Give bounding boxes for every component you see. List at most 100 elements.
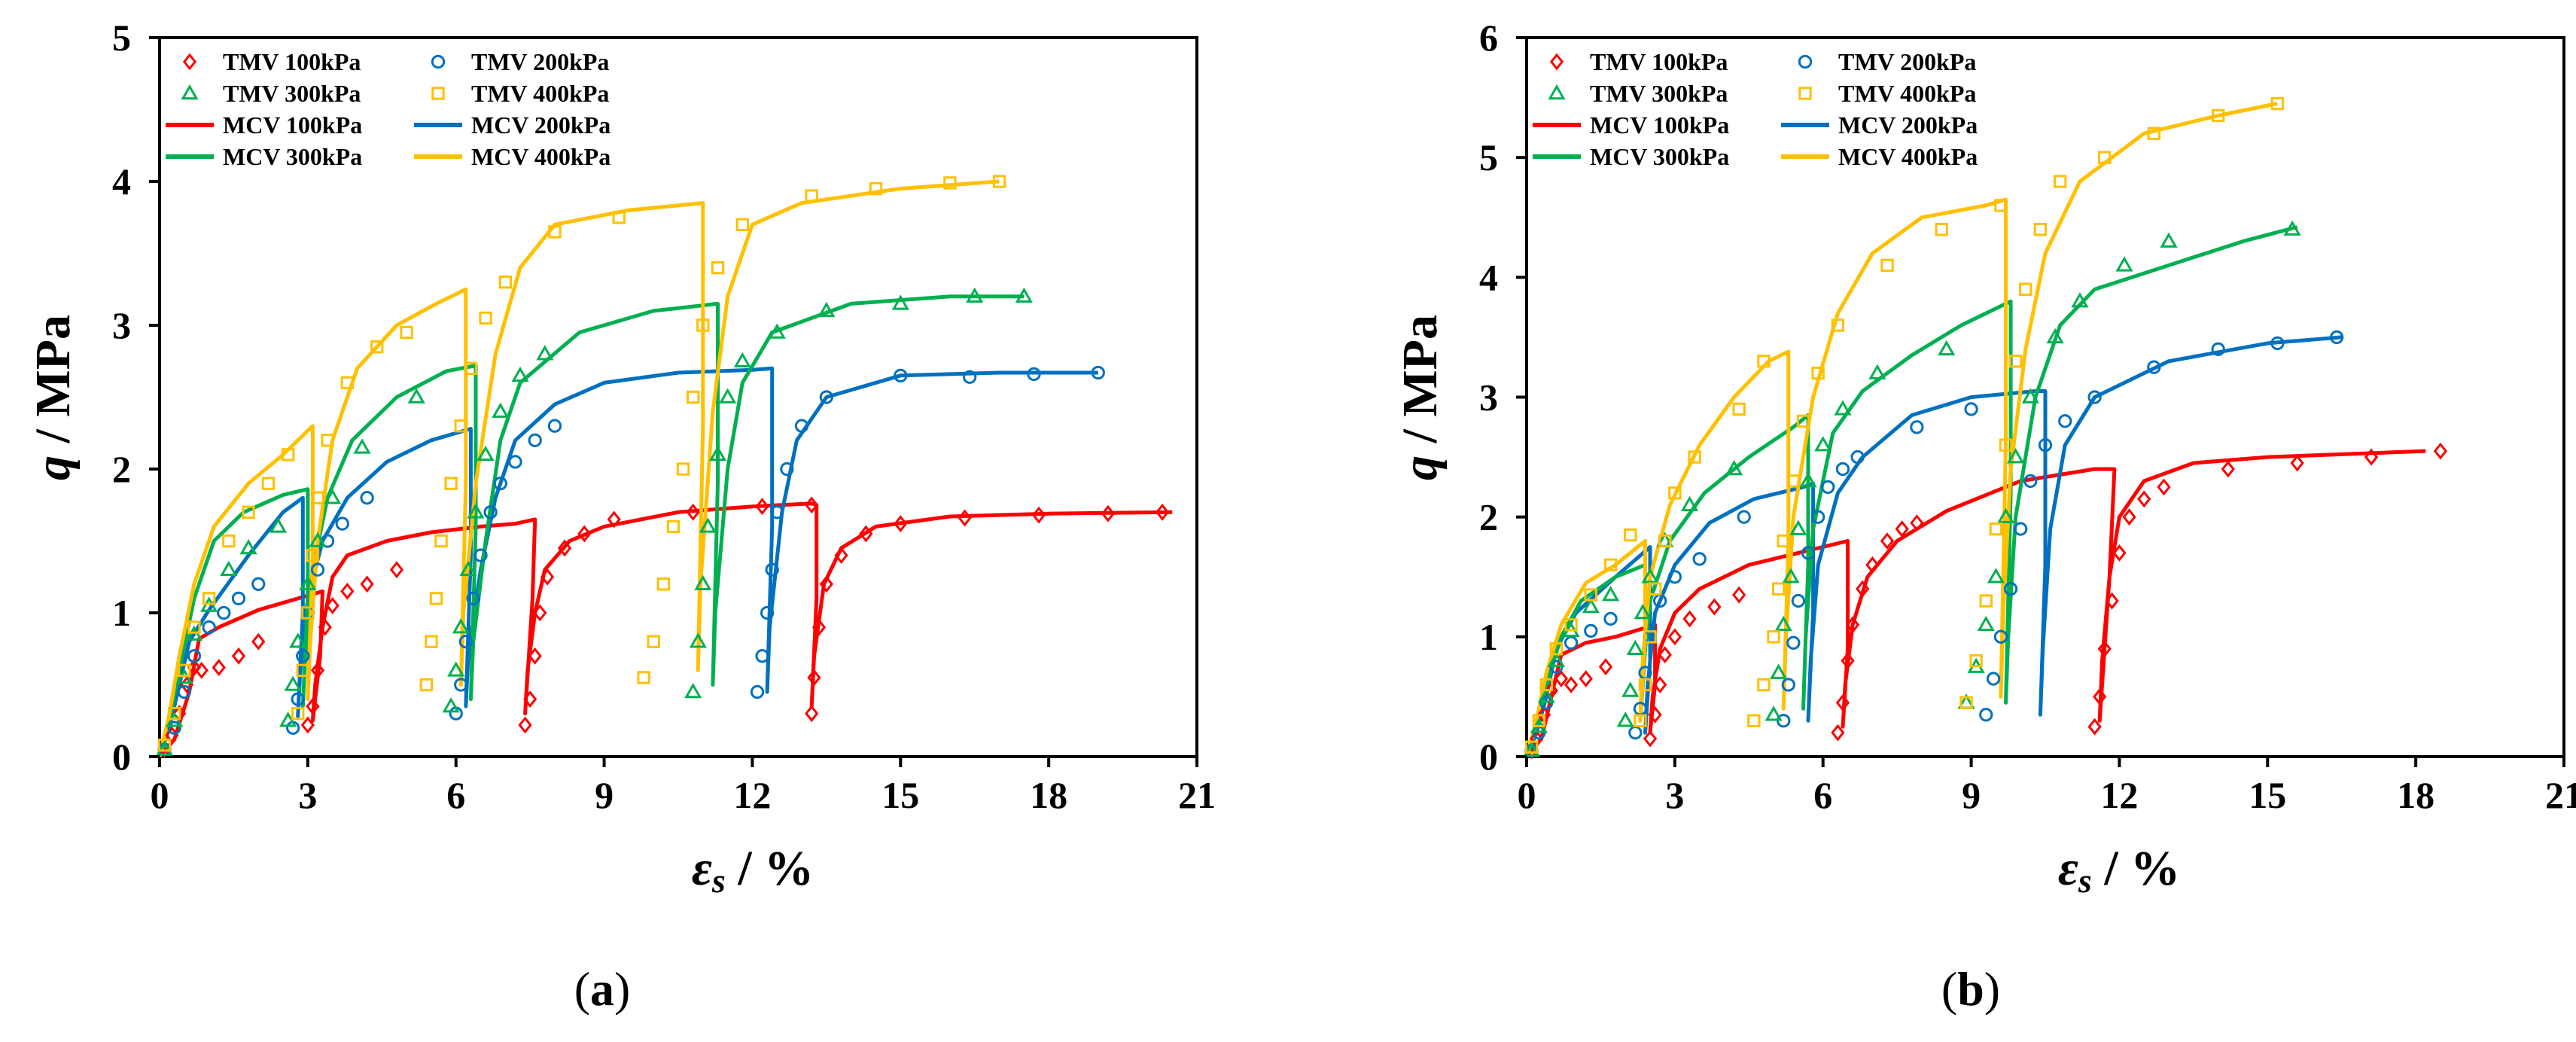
x-axis-title-symbol: ε <box>2058 841 2078 896</box>
data-point-tmv-300kpa <box>1680 495 1699 511</box>
legend-item-tmv-100kpa: TMV 100kPa <box>182 48 361 75</box>
panel-label-b: (b) <box>1941 962 2000 1016</box>
data-point-tmv-300kpa <box>1799 471 1817 488</box>
data-point-tmv-400kpa <box>711 260 725 275</box>
data-point-tmv-200kpa <box>187 649 202 663</box>
data-point-tmv-300kpa <box>2283 220 2301 236</box>
data-point-tmv-200kpa <box>2330 330 2344 345</box>
legend-item-mcv-400kpa: MCV 400kPa <box>414 143 611 170</box>
y-tick-label: 3 <box>112 304 131 346</box>
series-layer <box>155 175 1173 758</box>
data-point-tmv-300kpa <box>1641 568 1659 583</box>
data-point-tmv-400kpa <box>1959 696 1973 710</box>
data-point-tmv-200kpa <box>2147 360 2161 374</box>
data-point-tmv-400kpa <box>676 462 690 476</box>
data-point-tmv-100kpa <box>807 669 821 687</box>
data-point-tmv-400kpa <box>1624 528 1637 542</box>
data-point-tmv-300kpa <box>447 661 465 677</box>
legend-swatch-marker <box>182 53 197 71</box>
y-tick-label: 4 <box>112 160 131 203</box>
y-tick-label: 5 <box>1479 136 1498 178</box>
data-point-tmv-100kpa <box>523 690 537 708</box>
data-point-tmv-100kpa <box>834 547 848 565</box>
data-point-tmv-400kpa <box>869 181 883 196</box>
data-point-tmv-200kpa <box>894 368 908 383</box>
data-point-tmv-200kpa <box>750 684 765 699</box>
data-point-tmv-400kpa <box>301 606 315 620</box>
data-point-tmv-400kpa <box>187 620 201 634</box>
data-point-tmv-200kpa <box>1584 623 1598 638</box>
data-point-tmv-400kpa <box>1603 558 1618 572</box>
data-point-tmv-100kpa <box>1653 676 1667 693</box>
data-point-tmv-400kpa <box>1979 594 1993 608</box>
data-point-tmv-400kpa <box>1658 534 1672 548</box>
data-point-tmv-300kpa <box>1015 287 1033 303</box>
data-point-tmv-300kpa <box>309 532 327 547</box>
data-point-tmv-100kpa <box>1031 506 1046 524</box>
y-tick-label: 2 <box>112 448 131 490</box>
legend-item-tmv-400kpa: TMV 400kPa <box>1798 80 1976 107</box>
data-point-tmv-200kpa <box>1027 367 1041 382</box>
data-point-tmv-100kpa <box>2112 544 2127 562</box>
data-point-tmv-300kpa <box>467 503 485 519</box>
data-point-tmv-100kpa <box>1865 556 1880 574</box>
legend-item-tmv-300kpa: TMV 300kPa <box>181 80 361 107</box>
data-point-tmv-100kpa <box>172 705 187 723</box>
data-point-tmv-400kpa <box>419 678 434 692</box>
data-point-tmv-200kpa <box>296 649 310 663</box>
legend-item-mcv-100kpa: MCV 100kPa <box>166 111 362 139</box>
series-tmv-400kpa <box>157 175 1006 752</box>
data-point-tmv-200kpa <box>1821 480 1835 495</box>
y-axis-title-unit: / MPa <box>1393 315 1448 455</box>
data-point-tmv-400kpa <box>1539 678 1553 692</box>
y-axis-title: q / MPa <box>26 315 81 480</box>
y-tick-label: 6 <box>1479 17 1498 59</box>
data-point-tmv-400kpa <box>311 491 324 504</box>
y-axis-title-unit: / MPa <box>26 315 81 455</box>
data-point-tmv-400kpa <box>454 419 467 433</box>
data-point-tmv-400kpa <box>464 361 478 376</box>
data-point-tmv-400kpa <box>2019 282 2032 296</box>
data-point-tmv-300kpa <box>1601 586 1620 602</box>
data-point-tmv-300kpa <box>2046 328 2064 344</box>
data-point-tmv-100kpa <box>1682 610 1697 628</box>
x-tick-label: 3 <box>298 774 317 816</box>
data-point-tmv-400kpa <box>242 505 255 519</box>
data-point-tmv-100kpa <box>1880 532 1895 550</box>
data-point-tmv-100kpa <box>518 716 532 734</box>
legend-item-mcv-300kpa: MCV 300kPa <box>166 143 362 170</box>
data-point-tmv-100kpa <box>212 659 226 676</box>
legend-label: TMV 300kPa <box>1590 80 1728 107</box>
data-point-tmv-300kpa <box>477 445 495 462</box>
data-point-tmv-100kpa <box>1554 670 1569 687</box>
data-point-tmv-400kpa <box>2008 355 2023 368</box>
data-point-tmv-400kpa <box>178 663 191 678</box>
data-point-tmv-400kpa <box>370 340 384 354</box>
data-point-tmv-100kpa <box>2105 592 2119 610</box>
data-point-tmv-300kpa <box>1987 568 2005 583</box>
data-point-tmv-200kpa <box>202 620 216 635</box>
data-point-tmv-200kpa <box>1781 678 1795 692</box>
data-point-tmv-200kpa <box>473 548 488 562</box>
series-line-mcv-200kpa <box>157 366 1098 757</box>
data-point-tmv-400kpa <box>1935 222 1948 236</box>
data-point-tmv-100kpa <box>819 575 833 593</box>
legend-swatch-marker <box>431 87 445 100</box>
data-point-tmv-100kpa <box>2122 508 2136 526</box>
data-point-tmv-100kpa <box>2433 442 2448 460</box>
data-point-tmv-300kpa <box>1789 519 1807 535</box>
x-axis-title: εs / % <box>692 841 814 900</box>
data-point-tmv-100kpa <box>528 647 542 665</box>
x-tick-label: 12 <box>733 774 771 816</box>
data-point-tmv-400kpa <box>1831 318 1845 332</box>
data-point-tmv-200kpa <box>2014 522 2028 536</box>
x-axis-title-subscript: s <box>2078 861 2092 900</box>
data-point-tmv-200kpa <box>251 577 266 591</box>
data-point-tmv-200kpa <box>2023 474 2038 489</box>
legend-label: TMV 300kPa <box>223 80 361 107</box>
legend-swatch-marker <box>1798 87 1812 100</box>
data-point-tmv-100kpa <box>607 510 621 529</box>
data-point-tmv-400kpa <box>992 175 1006 188</box>
